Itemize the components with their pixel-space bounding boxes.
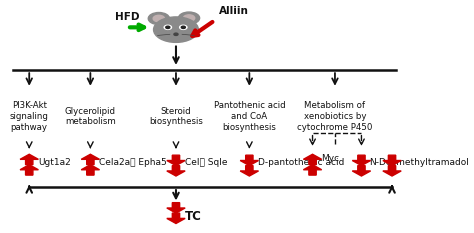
Text: Steroid
biosynthesis: Steroid biosynthesis — [149, 107, 203, 126]
Circle shape — [178, 12, 200, 24]
FancyArrow shape — [167, 166, 185, 176]
Text: HFD: HFD — [115, 12, 139, 21]
Circle shape — [153, 15, 164, 22]
Circle shape — [154, 17, 199, 42]
Circle shape — [183, 15, 195, 21]
Text: Pantothenic acid
and CoA
biosynthesis: Pantothenic acid and CoA biosynthesis — [214, 101, 285, 132]
Text: TC: TC — [185, 210, 202, 223]
FancyArrow shape — [81, 165, 100, 175]
Circle shape — [148, 13, 170, 24]
FancyArrow shape — [167, 155, 185, 166]
Text: Metabolism of
xenobiotics by
cytochrome P450: Metabolism of xenobiotics by cytochrome … — [297, 101, 373, 132]
FancyArrow shape — [303, 154, 322, 165]
FancyArrow shape — [383, 166, 401, 176]
Text: N-Desmethyltramadol: N-Desmethyltramadol — [370, 158, 469, 167]
FancyArrow shape — [383, 155, 401, 166]
Text: Myc: Myc — [321, 154, 340, 163]
FancyArrow shape — [303, 165, 322, 175]
Text: D-pantothenic acid: D-pantothenic acid — [258, 158, 345, 167]
FancyArrow shape — [240, 166, 258, 176]
Text: PI3K-Akt
signaling
pathway: PI3K-Akt signaling pathway — [10, 101, 49, 132]
Circle shape — [166, 26, 170, 28]
FancyArrow shape — [167, 203, 185, 213]
Text: Cela2a、 Epha5: Cela2a、 Epha5 — [100, 158, 167, 167]
Text: Ugt1a2: Ugt1a2 — [38, 158, 71, 167]
FancyArrow shape — [20, 165, 38, 175]
FancyArrow shape — [352, 166, 371, 176]
FancyArrow shape — [352, 155, 371, 166]
Circle shape — [181, 26, 185, 28]
Text: Alliin: Alliin — [219, 6, 249, 16]
Circle shape — [174, 33, 178, 35]
Text: Glycerolipid
metabolism: Glycerolipid metabolism — [65, 107, 116, 126]
FancyArrow shape — [20, 154, 38, 165]
Circle shape — [180, 25, 187, 29]
FancyArrow shape — [167, 213, 185, 223]
Circle shape — [164, 25, 172, 29]
Text: Cel、 Sqle: Cel、 Sqle — [185, 158, 228, 167]
FancyArrow shape — [81, 154, 100, 165]
FancyArrow shape — [240, 155, 258, 166]
